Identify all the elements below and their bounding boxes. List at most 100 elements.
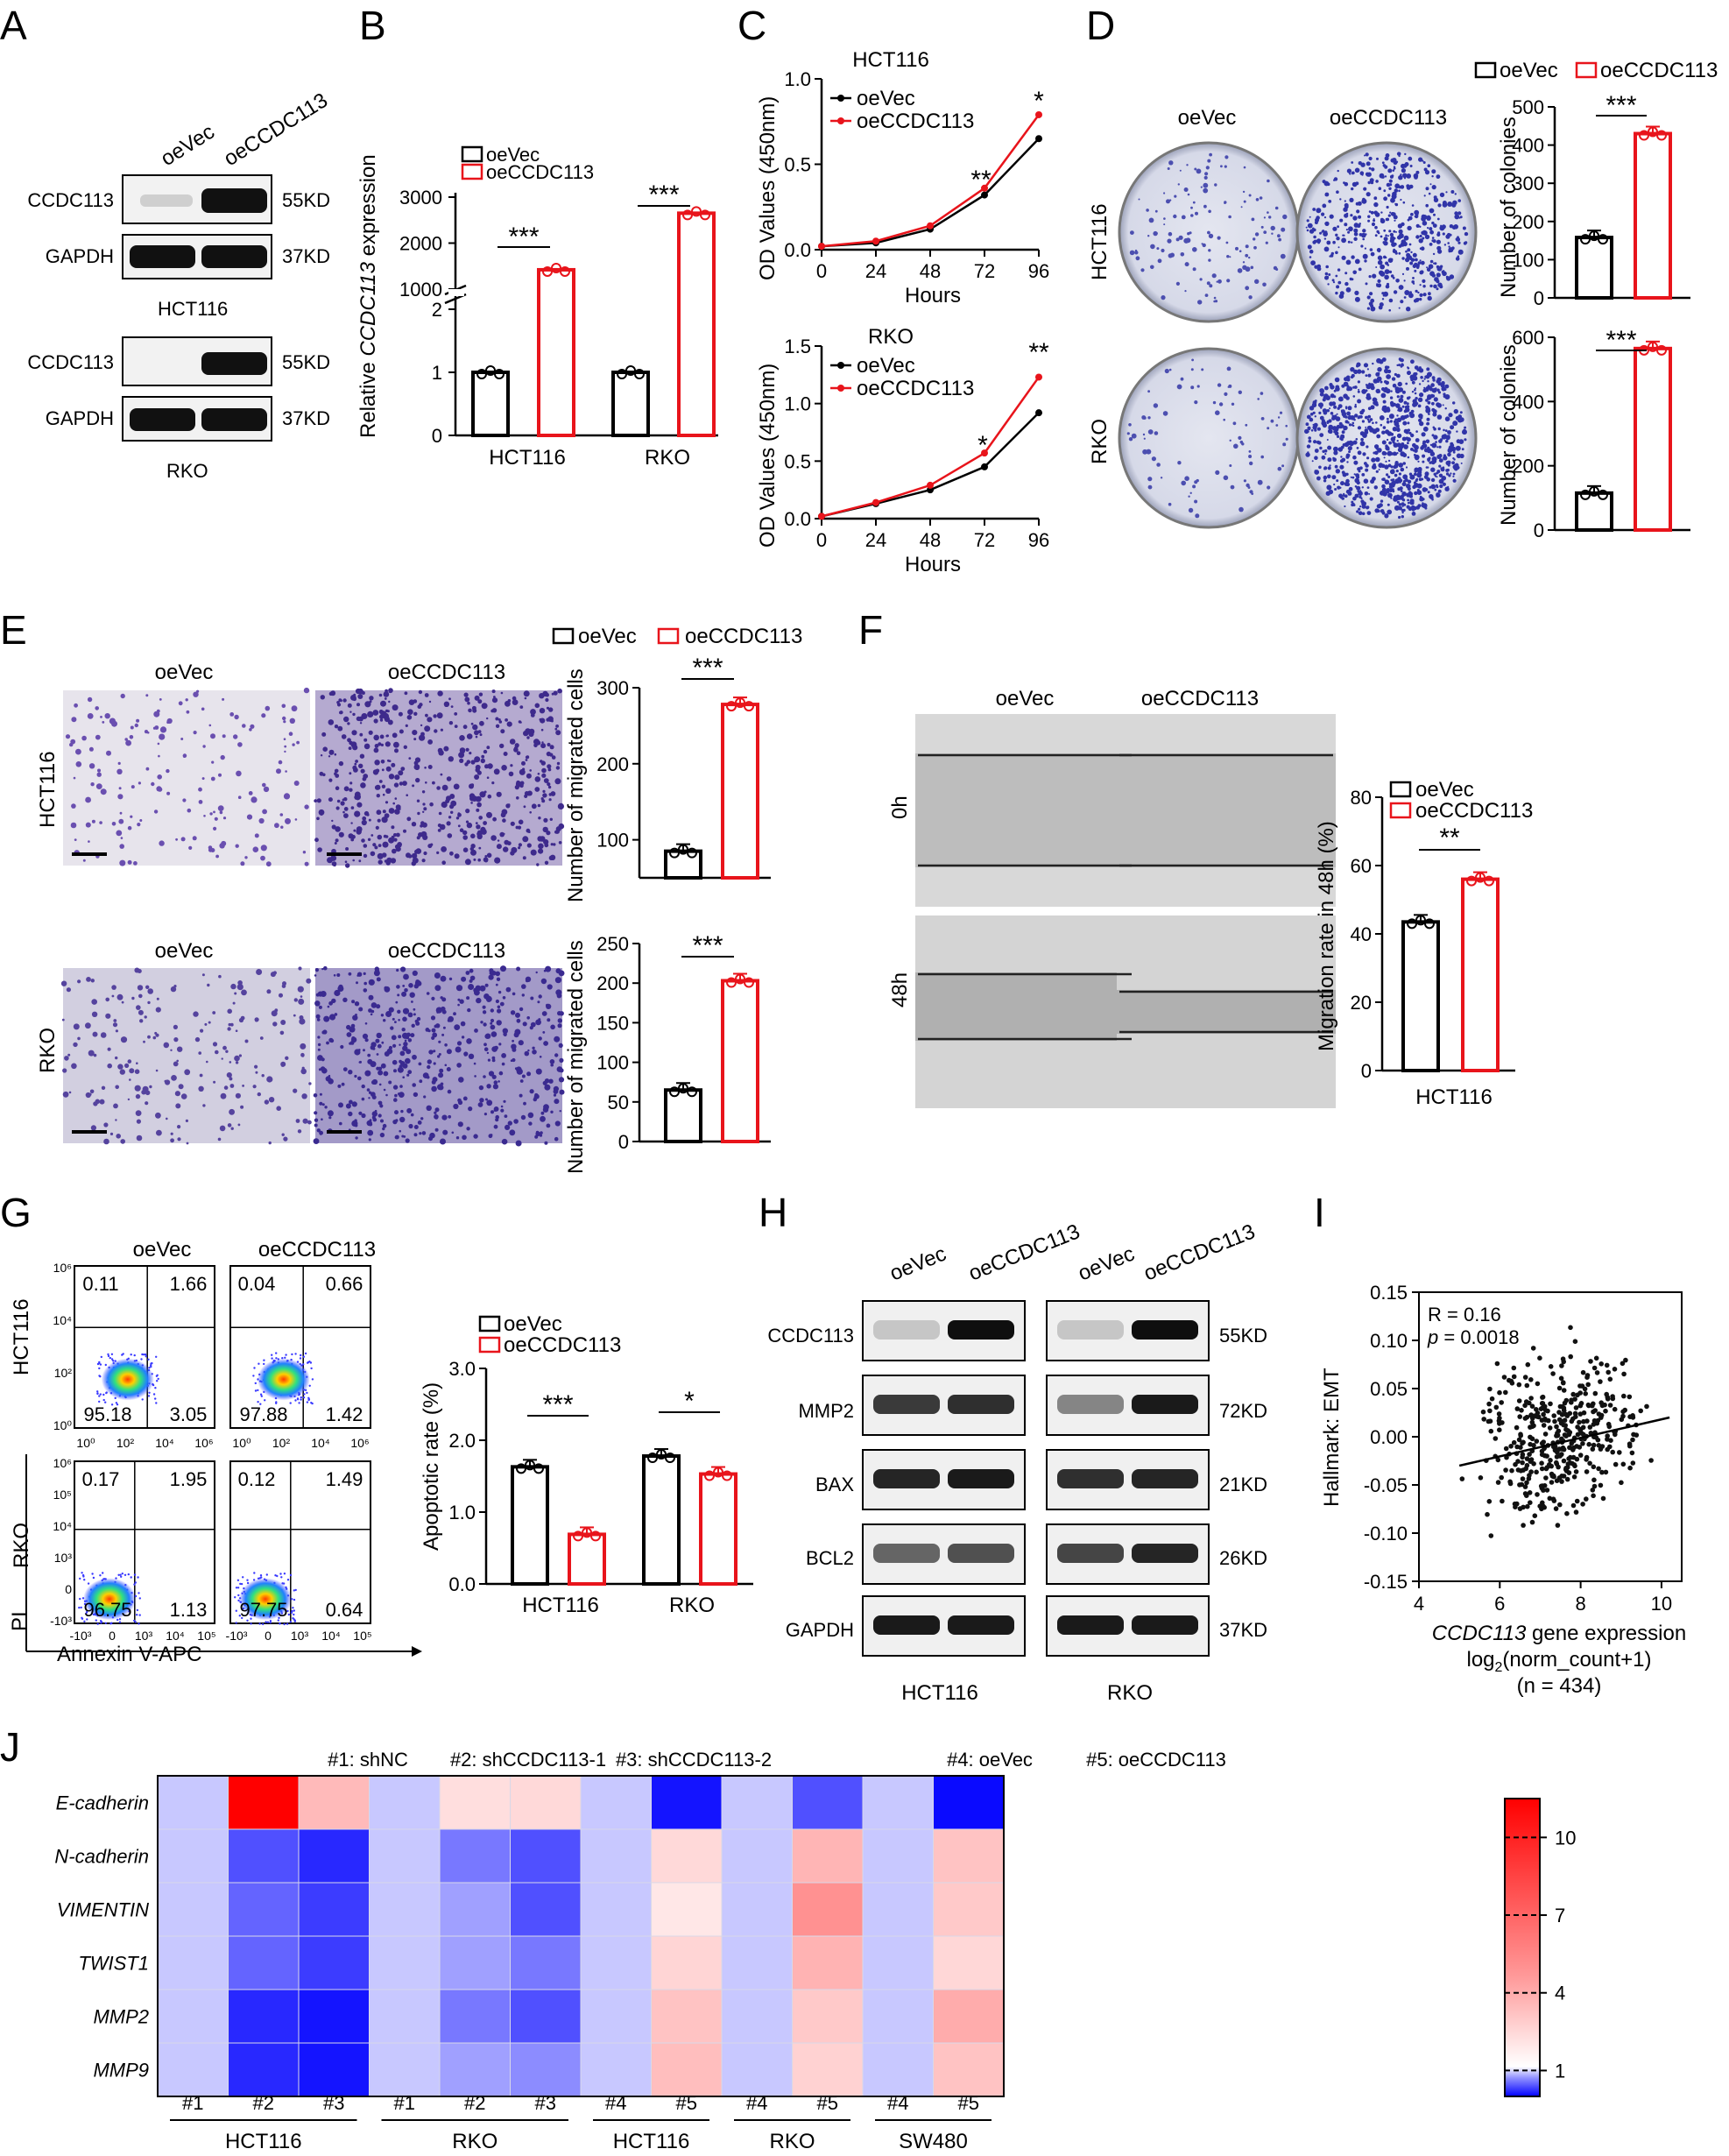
cell [516, 1068, 523, 1075]
cell [438, 750, 444, 756]
scatter-point [1500, 1498, 1505, 1504]
colony [1327, 457, 1332, 463]
colony [1436, 484, 1438, 487]
scatter-point [1604, 1362, 1610, 1368]
event [98, 1367, 101, 1370]
cell [370, 1045, 375, 1050]
colony [1406, 252, 1411, 258]
colony [1347, 414, 1352, 420]
colony [1319, 388, 1324, 393]
colony [1455, 257, 1460, 261]
cell [465, 971, 470, 975]
colony [1262, 282, 1267, 287]
cell [512, 1047, 517, 1052]
cell [464, 696, 470, 703]
cell [334, 842, 337, 845]
cell [237, 742, 243, 747]
colony [1398, 443, 1404, 449]
cell [412, 730, 418, 736]
colony [1431, 221, 1435, 225]
cell [229, 1108, 235, 1115]
colony [1395, 160, 1399, 164]
scatter-point [1513, 1504, 1518, 1509]
x-axis-label: Hours [905, 284, 961, 307]
data-point [691, 206, 702, 217]
cell [394, 774, 400, 781]
heatmap-cell [510, 1775, 582, 1830]
cell [467, 860, 470, 863]
colony [1371, 457, 1376, 463]
data-point [1035, 409, 1042, 417]
colony [1380, 392, 1387, 399]
colony [1391, 480, 1396, 486]
cell [440, 773, 443, 776]
significance: * [1034, 87, 1044, 116]
colony [1387, 214, 1391, 217]
cell [136, 718, 140, 723]
cell [504, 1033, 507, 1036]
colony [1368, 156, 1373, 161]
colony [1353, 473, 1356, 476]
colony [1349, 277, 1353, 281]
scatter-point [1575, 1431, 1581, 1438]
colony [1430, 383, 1435, 387]
cell [111, 720, 117, 727]
scatter-point [1538, 1483, 1544, 1489]
colony [1342, 494, 1345, 498]
colony [1326, 240, 1331, 245]
colony [1214, 183, 1217, 187]
cell [430, 843, 434, 846]
cell [64, 1056, 69, 1061]
colony [1364, 462, 1367, 465]
colony [1237, 268, 1243, 273]
data-point [1035, 135, 1042, 143]
colony [1460, 251, 1464, 254]
scatter-point [1606, 1369, 1611, 1375]
colony [1371, 167, 1375, 172]
heatmap-cell [298, 1828, 370, 1884]
blot-row-label: BAX [815, 1474, 854, 1495]
event [264, 1399, 266, 1402]
colony [1183, 187, 1189, 192]
colony [1356, 362, 1361, 367]
colony [1436, 377, 1442, 383]
colony [1307, 223, 1313, 229]
cell [95, 734, 101, 740]
colony [1453, 458, 1456, 461]
colony [1401, 170, 1404, 173]
scatter-point [1606, 1424, 1613, 1430]
cell [551, 692, 554, 696]
colony [1373, 196, 1378, 201]
colony [1314, 399, 1317, 402]
colony [1184, 262, 1189, 267]
cell [274, 1008, 279, 1013]
cell [380, 700, 386, 707]
colony [1394, 219, 1396, 222]
cell [255, 1071, 258, 1074]
cell [356, 981, 358, 985]
colony [1147, 484, 1153, 490]
cell [170, 1049, 173, 1052]
colony [1366, 295, 1371, 300]
colony [1433, 284, 1437, 289]
cell [348, 1111, 353, 1117]
cell [120, 837, 124, 839]
cell [178, 1084, 184, 1090]
cell [225, 1050, 229, 1053]
cell [222, 734, 226, 739]
event [311, 1378, 314, 1381]
scatter-point [1534, 1469, 1539, 1475]
colony [1431, 175, 1434, 178]
colony [1337, 280, 1342, 285]
cell [382, 809, 386, 814]
colony [1142, 449, 1147, 455]
cell [318, 809, 325, 816]
heatmap-cell [439, 1775, 511, 1830]
cell [478, 846, 482, 850]
row-label: RKO [36, 1028, 60, 1073]
cell [391, 835, 395, 839]
heatmap-cell [651, 2042, 723, 2097]
scatter-point [1513, 1461, 1518, 1467]
colony [1352, 216, 1358, 221]
x-tick-label: -10³ [70, 1629, 92, 1643]
